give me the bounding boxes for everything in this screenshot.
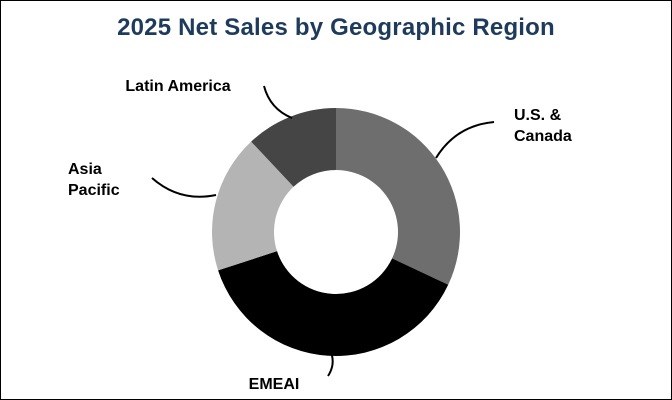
slice-latin-america	[251, 108, 336, 187]
slice-emeai	[218, 251, 449, 357]
leader-line-emeai	[327, 351, 334, 377]
slice-u-s-canada	[336, 108, 460, 285]
leader-line-asia-pacific	[151, 177, 217, 198]
slice-label-latin-america: Latin America	[125, 78, 230, 95]
slice-label-emeai: EMEAI	[249, 376, 300, 393]
donut-slices	[211, 108, 460, 357]
chart-title: 2025 Net Sales by Geographic Region	[117, 14, 555, 41]
slice-label-u-s-canada: U.S. & Canada	[514, 107, 572, 145]
leader-line-u-s-canada	[435, 121, 495, 159]
slice-labels: U.S. & Canada EMEAI Asia Pacific Latin Americ…	[68, 78, 572, 393]
leader-lines	[151, 85, 495, 377]
slice-asia-pacific	[211, 141, 294, 271]
leader-line-latin-america	[263, 85, 293, 119]
slice-label-asia-pacific: Asia Pacific	[68, 161, 120, 199]
